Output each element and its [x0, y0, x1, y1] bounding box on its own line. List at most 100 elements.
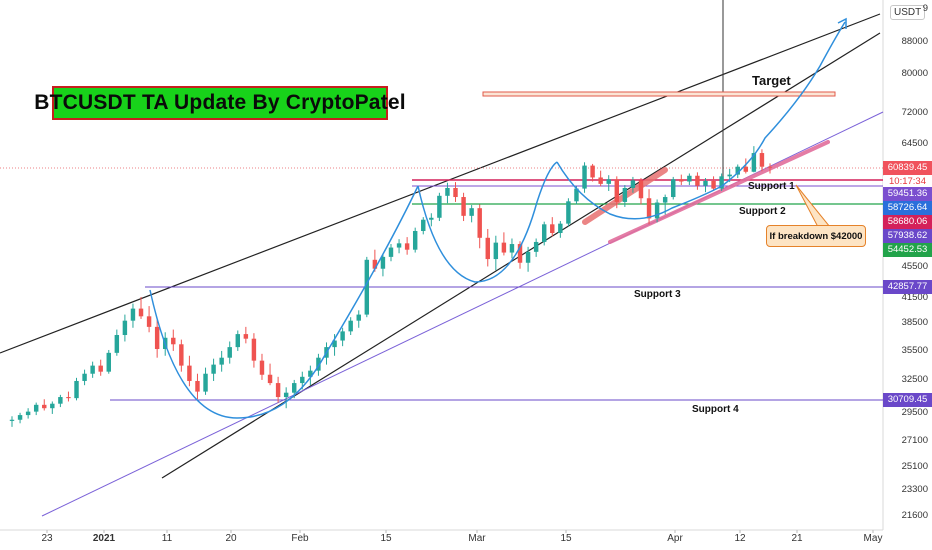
candle-body — [17, 415, 23, 420]
candle-body — [412, 230, 418, 250]
candle-body — [171, 337, 176, 345]
candle-body — [372, 259, 378, 269]
price-tick: 23300 — [901, 484, 928, 495]
price-tag: 42857.77 — [883, 280, 932, 294]
breakdown-callout: If breakdown $42000 — [766, 225, 866, 247]
candle-body — [646, 198, 652, 219]
price-tag-current: 60839.45 — [883, 161, 932, 175]
candle-body — [574, 188, 579, 202]
candle-body — [541, 224, 547, 242]
candle-body — [332, 340, 337, 348]
candle-body — [606, 179, 611, 184]
x-tick: 15 — [380, 533, 392, 544]
candle-body — [74, 380, 79, 399]
candle-body — [421, 219, 426, 231]
candle-body — [106, 352, 111, 372]
candle-body — [485, 237, 490, 260]
price-tick: 64500 — [901, 138, 928, 149]
candle-body — [138, 308, 144, 317]
candle-body — [687, 175, 692, 182]
cup-arc-3 — [556, 161, 723, 220]
x-tick: Mar — [468, 533, 486, 544]
candle-body — [622, 188, 628, 202]
candle-body — [300, 376, 305, 384]
candle-body — [751, 153, 757, 172]
projection-arc — [721, 21, 846, 187]
chart-title: BTCUSDT TA Update By CryptoPatel — [34, 91, 406, 114]
support-1-label: Support 1 — [748, 181, 795, 192]
candle-body — [525, 251, 531, 263]
candle-body — [235, 334, 241, 348]
candlestick-series — [9, 146, 773, 427]
candle-body — [259, 360, 265, 375]
x-tick-marks — [46, 530, 874, 533]
price-tag: 57938.62 — [883, 229, 932, 243]
candle-body — [340, 331, 345, 341]
price-tick: 27100 — [901, 435, 928, 446]
candle-body — [558, 223, 563, 234]
candle-body — [679, 179, 684, 182]
x-tick: 20 — [225, 533, 237, 544]
candle-body — [227, 347, 232, 358]
candle-body — [9, 419, 15, 421]
price-tick: 45500 — [901, 261, 928, 272]
price-tick: 25100 — [901, 461, 928, 472]
x-tick: 15 — [560, 533, 572, 544]
candle-body — [404, 243, 410, 250]
support-2-label: Support 2 — [739, 206, 786, 217]
candle-body — [356, 314, 361, 321]
price-tick: 38500 — [901, 317, 928, 328]
price-tag: 30709.45 — [883, 393, 932, 407]
x-tick: May — [863, 533, 883, 544]
currency-selector[interactable]: USDT — [890, 5, 926, 20]
candle-body — [703, 180, 708, 186]
candle-body — [533, 241, 539, 252]
candle-body — [630, 180, 636, 189]
price-tag: 58726.64 — [883, 201, 932, 215]
candle-body — [308, 370, 313, 377]
candle-body — [695, 175, 700, 186]
candle-body — [251, 338, 257, 361]
candle-body — [638, 180, 644, 199]
candle-body — [154, 326, 160, 350]
candle-body — [42, 404, 47, 409]
price-tag: 58680.06 — [883, 215, 932, 229]
candle-body — [90, 365, 95, 374]
cup-arc-1 — [149, 185, 419, 419]
candle-body — [614, 179, 620, 202]
candle-body — [316, 357, 321, 371]
candle-body — [33, 404, 39, 412]
candle-body — [509, 244, 515, 253]
projection-arrowhead — [837, 17, 847, 29]
candle-body — [550, 224, 555, 234]
bar-countdown: 10:17:34 — [883, 176, 932, 188]
candle-body — [388, 247, 394, 257]
x-tick: 23 — [41, 533, 53, 544]
candle-body — [348, 320, 353, 332]
candle-body — [453, 188, 458, 198]
candle-body — [82, 373, 87, 381]
support-4-label: Support 4 — [692, 404, 739, 415]
candle-body — [735, 166, 740, 175]
price-tick: 41500 — [901, 292, 928, 303]
price-tag: 54452.53 — [883, 243, 932, 257]
candle-body — [582, 165, 587, 189]
x-tick: Apr — [667, 533, 683, 544]
candle-body — [114, 335, 120, 353]
x-tick: 12 — [734, 533, 746, 544]
candle-body — [590, 165, 595, 178]
candle-body — [711, 180, 716, 189]
candle-body — [292, 383, 297, 393]
candle-body — [130, 308, 136, 321]
candle-body — [66, 397, 71, 399]
candle-body — [179, 344, 184, 366]
candle-body — [396, 243, 402, 248]
candle-body — [58, 397, 63, 404]
support-3-label: Support 3 — [634, 289, 681, 300]
x-tick: 21 — [791, 533, 803, 544]
candle-body — [461, 197, 466, 216]
price-tick: 72000 — [901, 107, 928, 118]
price-tick: 32500 — [901, 374, 928, 385]
